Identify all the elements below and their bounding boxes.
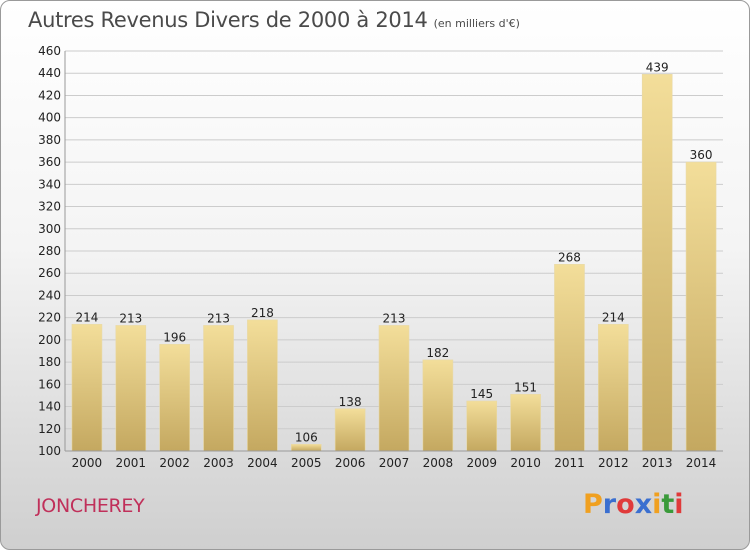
x-tick-label: 2013	[642, 456, 673, 470]
chart-subtitle: (en milliers d'€)	[433, 17, 520, 30]
data-label-2014: 360	[690, 148, 713, 162]
x-tick-label: 2008	[423, 456, 454, 470]
y-tick-label: 100	[38, 444, 61, 458]
bar-2005	[290, 444, 322, 452]
logo-letter: i	[674, 489, 684, 520]
x-tick-label: 2012	[598, 456, 629, 470]
bar-2007	[378, 325, 410, 452]
data-label-2012: 214	[602, 310, 625, 324]
bar-2004	[247, 319, 278, 452]
y-tick-label: 260	[38, 266, 61, 280]
logo-letter: x	[634, 489, 653, 520]
bar-2012	[598, 324, 629, 452]
data-label-2013: 439	[646, 60, 669, 74]
data-label-2010: 151	[514, 380, 537, 394]
bar-2006	[334, 408, 366, 452]
logo-letter: t	[661, 489, 675, 520]
data-label-2011: 268	[558, 250, 581, 264]
data-label-2005: 106	[295, 430, 318, 444]
data-label-2001: 213	[119, 311, 142, 325]
y-tick-label: 420	[38, 88, 61, 102]
x-tick-label: 2004	[247, 456, 278, 470]
x-tick-label: 2009	[466, 456, 497, 470]
x-tick-label: 2001	[116, 456, 147, 470]
y-tick-label: 440	[38, 66, 61, 80]
data-label-2008: 182	[426, 346, 449, 360]
data-labels: 214 213 196 213 218 106 138 213 182 145 151 268 214 4…	[75, 60, 712, 444]
x-tick-label: 2005	[291, 456, 322, 470]
logo-letter: i	[652, 489, 662, 520]
chart-title: Autres Revenus Divers de 2000 à 2014 (en …	[28, 8, 520, 32]
y-tick-label: 120	[38, 422, 61, 436]
x-tick-label: 2000	[72, 456, 103, 470]
y-axis-tick-labels: 100 120 140 160 180 200 220 240 260 280 300 320 340 3…	[38, 44, 61, 458]
y-tick-label: 300	[38, 222, 61, 236]
bar-2013	[641, 74, 673, 452]
data-label-2007: 213	[383, 311, 406, 325]
proxiti-logo: Proxiti	[583, 489, 684, 520]
axes	[64, 51, 723, 452]
bars	[71, 74, 717, 452]
x-tick-label: 2003	[203, 456, 234, 470]
logo-letter: o	[616, 489, 635, 520]
bar-2000	[71, 324, 103, 452]
data-label-2004: 218	[251, 306, 274, 320]
y-tick-label: 320	[38, 200, 61, 214]
y-tick-label: 160	[38, 377, 61, 391]
bar-2003	[203, 325, 234, 452]
x-tick-label: 2014	[686, 456, 717, 470]
y-tick-label: 280	[38, 244, 61, 258]
bar-2010	[510, 394, 541, 452]
y-tick-label: 220	[38, 311, 61, 325]
data-label-2009: 145	[470, 387, 493, 401]
y-tick-label: 380	[38, 133, 61, 147]
x-tick-label: 2006	[335, 456, 366, 470]
data-label-2000: 214	[75, 310, 98, 324]
x-tick-label: 2002	[159, 456, 190, 470]
bar-2009	[466, 400, 498, 452]
bar-2002	[159, 344, 190, 452]
data-label-2003: 213	[207, 311, 230, 325]
y-tick-label: 460	[38, 44, 61, 58]
y-tick-label: 360	[38, 155, 61, 169]
y-tick-label: 180	[38, 355, 61, 369]
y-tick-label: 240	[38, 288, 61, 302]
bar-2001	[115, 325, 147, 452]
logo-letter: r	[602, 489, 617, 520]
x-tick-label: 2011	[554, 456, 585, 470]
x-tick-label: 2010	[510, 456, 541, 470]
commune-name: JONCHEREY	[36, 495, 145, 517]
bar-2014	[685, 161, 717, 452]
x-tick-label: 2007	[379, 456, 410, 470]
y-tick-label: 340	[38, 177, 61, 191]
logo-letter: P	[583, 489, 603, 520]
data-label-2006: 138	[339, 395, 362, 409]
data-label-2002: 196	[163, 330, 186, 344]
bar-2011	[554, 264, 585, 452]
bar-2008	[422, 359, 454, 452]
x-axis-tick-labels: 2000 2001 2002 2003 2004 2005 2006 2007 2008 2009…	[72, 456, 717, 470]
y-tick-label: 140	[38, 400, 61, 414]
y-tick-label: 400	[38, 111, 61, 125]
y-tick-label: 200	[38, 333, 61, 347]
